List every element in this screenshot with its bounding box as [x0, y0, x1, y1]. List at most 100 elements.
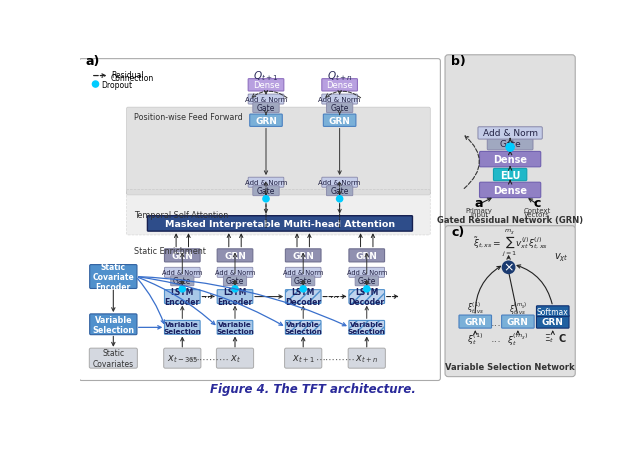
- Text: Add & Norm: Add & Norm: [319, 97, 361, 103]
- Text: Gate: Gate: [294, 276, 312, 285]
- Text: $x_{t+1}$: $x_{t+1}$: [292, 353, 314, 364]
- Text: Gate: Gate: [173, 276, 191, 285]
- Text: $\tilde{\xi}_{t,xs} = \sum_{j=1}^{m_\chi} v_{xt}^{(j)} \xi_{t,xs}^{(j)}$: $\tilde{\xi}_{t,xs} = \sum_{j=1}^{m_\chi…: [473, 227, 548, 259]
- FancyBboxPatch shape: [445, 226, 575, 377]
- Text: Add & Norm: Add & Norm: [162, 270, 202, 276]
- Text: Vectors: Vectors: [524, 212, 550, 218]
- Text: GRN: GRN: [464, 318, 486, 327]
- Text: Gate: Gate: [257, 187, 275, 196]
- Text: a): a): [85, 55, 100, 68]
- Text: GRN: GRN: [224, 251, 246, 260]
- Text: GRN: GRN: [172, 251, 193, 260]
- Text: Connection: Connection: [111, 74, 154, 83]
- Text: Gate: Gate: [358, 276, 376, 285]
- Text: ELU: ELU: [500, 170, 520, 180]
- FancyBboxPatch shape: [479, 152, 541, 167]
- Text: Masked Interpretable Multi-head Attention: Masked Interpretable Multi-head Attentio…: [165, 220, 395, 228]
- Text: GRN: GRN: [542, 318, 564, 327]
- FancyBboxPatch shape: [322, 95, 358, 105]
- FancyBboxPatch shape: [487, 138, 533, 151]
- FancyBboxPatch shape: [445, 55, 575, 229]
- FancyBboxPatch shape: [536, 315, 569, 328]
- Text: $v_{\chi t}$: $v_{\chi t}$: [554, 251, 568, 263]
- Text: c: c: [534, 196, 541, 209]
- Text: Gate: Gate: [499, 140, 521, 149]
- FancyBboxPatch shape: [285, 249, 321, 262]
- Text: Softmax: Softmax: [537, 307, 568, 316]
- Text: GRN: GRN: [255, 116, 277, 125]
- FancyBboxPatch shape: [217, 290, 253, 304]
- Text: b): b): [451, 55, 466, 68]
- FancyBboxPatch shape: [250, 115, 282, 127]
- Text: Gated Residual Network (GRN): Gated Residual Network (GRN): [437, 216, 583, 225]
- FancyBboxPatch shape: [216, 348, 253, 368]
- FancyBboxPatch shape: [248, 79, 284, 92]
- Circle shape: [337, 196, 343, 202]
- Text: $Q_{t+1}$: $Q_{t+1}$: [253, 69, 279, 83]
- FancyBboxPatch shape: [479, 183, 541, 198]
- Text: Variable
Selection: Variable Selection: [216, 321, 254, 334]
- Text: Gate: Gate: [257, 104, 275, 113]
- FancyBboxPatch shape: [349, 290, 385, 304]
- FancyBboxPatch shape: [349, 249, 385, 262]
- FancyBboxPatch shape: [90, 314, 137, 335]
- Circle shape: [506, 144, 514, 152]
- Text: Add & Norm: Add & Norm: [347, 270, 387, 276]
- FancyBboxPatch shape: [164, 321, 200, 335]
- Text: Variable
Selection: Variable Selection: [348, 321, 386, 334]
- Text: GRN: GRN: [356, 251, 378, 260]
- Text: $\Xi_t$: $\Xi_t$: [545, 332, 555, 345]
- Text: LSTM
Decoder: LSTM Decoder: [285, 287, 321, 307]
- Text: LSTM
Decoder: LSTM Decoder: [349, 287, 385, 307]
- Text: LSTM
Encoder: LSTM Encoder: [218, 287, 253, 307]
- Text: $\cdots\cdots\cdots\cdots$: $\cdots\cdots\cdots\cdots$: [315, 354, 355, 364]
- FancyBboxPatch shape: [323, 115, 356, 127]
- FancyBboxPatch shape: [478, 128, 542, 140]
- Text: Variable
Selection: Variable Selection: [284, 321, 322, 334]
- Text: Variable Selection Network: Variable Selection Network: [445, 362, 575, 371]
- FancyBboxPatch shape: [459, 315, 492, 328]
- FancyBboxPatch shape: [285, 268, 321, 278]
- Text: Context: Context: [524, 207, 551, 213]
- Text: Add & Norm: Add & Norm: [283, 270, 323, 276]
- Text: ...: ...: [330, 290, 339, 299]
- Circle shape: [263, 196, 269, 202]
- Text: ...: ...: [491, 333, 502, 343]
- FancyBboxPatch shape: [79, 60, 440, 381]
- Text: Primary: Primary: [466, 207, 493, 213]
- Text: $\cdots\cdots\cdots\cdots$: $\cdots\cdots\cdots\cdots$: [189, 354, 228, 364]
- Text: Temporal Self-Attention: Temporal Self-Attention: [134, 210, 228, 219]
- Circle shape: [232, 286, 238, 292]
- FancyBboxPatch shape: [248, 178, 284, 188]
- Text: Dense: Dense: [253, 81, 280, 90]
- Text: $\times$: $\times$: [503, 261, 514, 274]
- Text: Static
Covariate
Encoder: Static Covariate Encoder: [92, 262, 134, 292]
- Text: Add & Norm: Add & Norm: [319, 180, 361, 186]
- Text: $x_{t-365}$: $x_{t-365}$: [166, 353, 198, 364]
- Circle shape: [502, 262, 515, 274]
- Text: ...: ...: [491, 317, 502, 327]
- FancyBboxPatch shape: [217, 249, 253, 262]
- FancyBboxPatch shape: [147, 216, 412, 232]
- Text: $\xi_{t,vs}^{(m_\chi)}$: $\xi_{t,vs}^{(m_\chi)}$: [509, 299, 527, 316]
- FancyBboxPatch shape: [253, 103, 279, 113]
- FancyBboxPatch shape: [349, 268, 385, 278]
- Text: Residual: Residual: [111, 70, 143, 79]
- FancyBboxPatch shape: [253, 186, 279, 196]
- FancyBboxPatch shape: [285, 290, 321, 304]
- Text: Static Enrichment: Static Enrichment: [134, 246, 206, 255]
- FancyBboxPatch shape: [326, 103, 353, 113]
- Text: Gate: Gate: [330, 187, 349, 196]
- FancyBboxPatch shape: [355, 276, 378, 286]
- Text: Static
Covariates: Static Covariates: [93, 349, 134, 368]
- FancyBboxPatch shape: [223, 276, 246, 286]
- Circle shape: [300, 286, 307, 292]
- Text: Dense: Dense: [326, 81, 353, 90]
- Text: Figure 4. The TFT architecture.: Figure 4. The TFT architecture.: [209, 382, 415, 396]
- Circle shape: [92, 82, 99, 88]
- Circle shape: [364, 286, 370, 292]
- Text: c): c): [451, 226, 465, 239]
- Text: Dense: Dense: [493, 155, 527, 165]
- Circle shape: [506, 144, 514, 152]
- FancyBboxPatch shape: [502, 315, 534, 328]
